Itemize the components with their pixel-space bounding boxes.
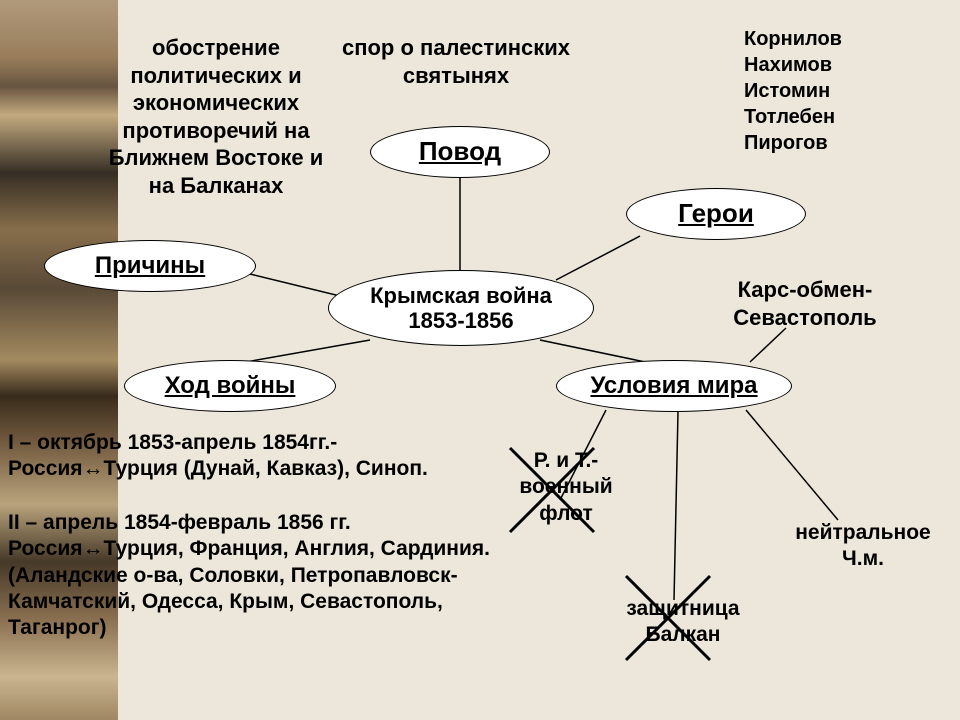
neutral-black-sea-note: нейтральное Ч.м. bbox=[778, 520, 948, 573]
node-label: Ход войны bbox=[165, 372, 296, 400]
node-course-of-war: Ход войны bbox=[124, 360, 336, 412]
node-label: Герои bbox=[678, 199, 754, 229]
balkan-protector-note: защитница Балкан bbox=[608, 596, 758, 649]
node-causes: Причины bbox=[44, 240, 256, 292]
node-center-crimean-war: Крымская война 1853-1856 bbox=[328, 270, 594, 346]
node-heroes: Герои bbox=[626, 188, 806, 240]
heroes-list: Корнилов Нахимов Истомин Тотлебен Пирого… bbox=[744, 26, 934, 156]
node-label: Крымская война 1853-1856 bbox=[370, 283, 552, 334]
node-label: Условия мира bbox=[590, 372, 757, 400]
node-peace-terms: Условия мира bbox=[556, 360, 792, 412]
node-label: Повод bbox=[419, 137, 501, 167]
war-stage-1: I – октябрь 1853-апрель 1854гг.- Россия↔… bbox=[8, 430, 508, 483]
war-stage-2: II – апрель 1854-февраль 1856 гг. Россия… bbox=[8, 510, 548, 641]
kars-exchange-note: Карс-обмен- Севастополь bbox=[690, 276, 920, 331]
node-pretext: Повод bbox=[370, 126, 550, 178]
node-label: Причины bbox=[95, 252, 205, 280]
pretext-note: спор о палестинских святынях bbox=[296, 34, 616, 89]
